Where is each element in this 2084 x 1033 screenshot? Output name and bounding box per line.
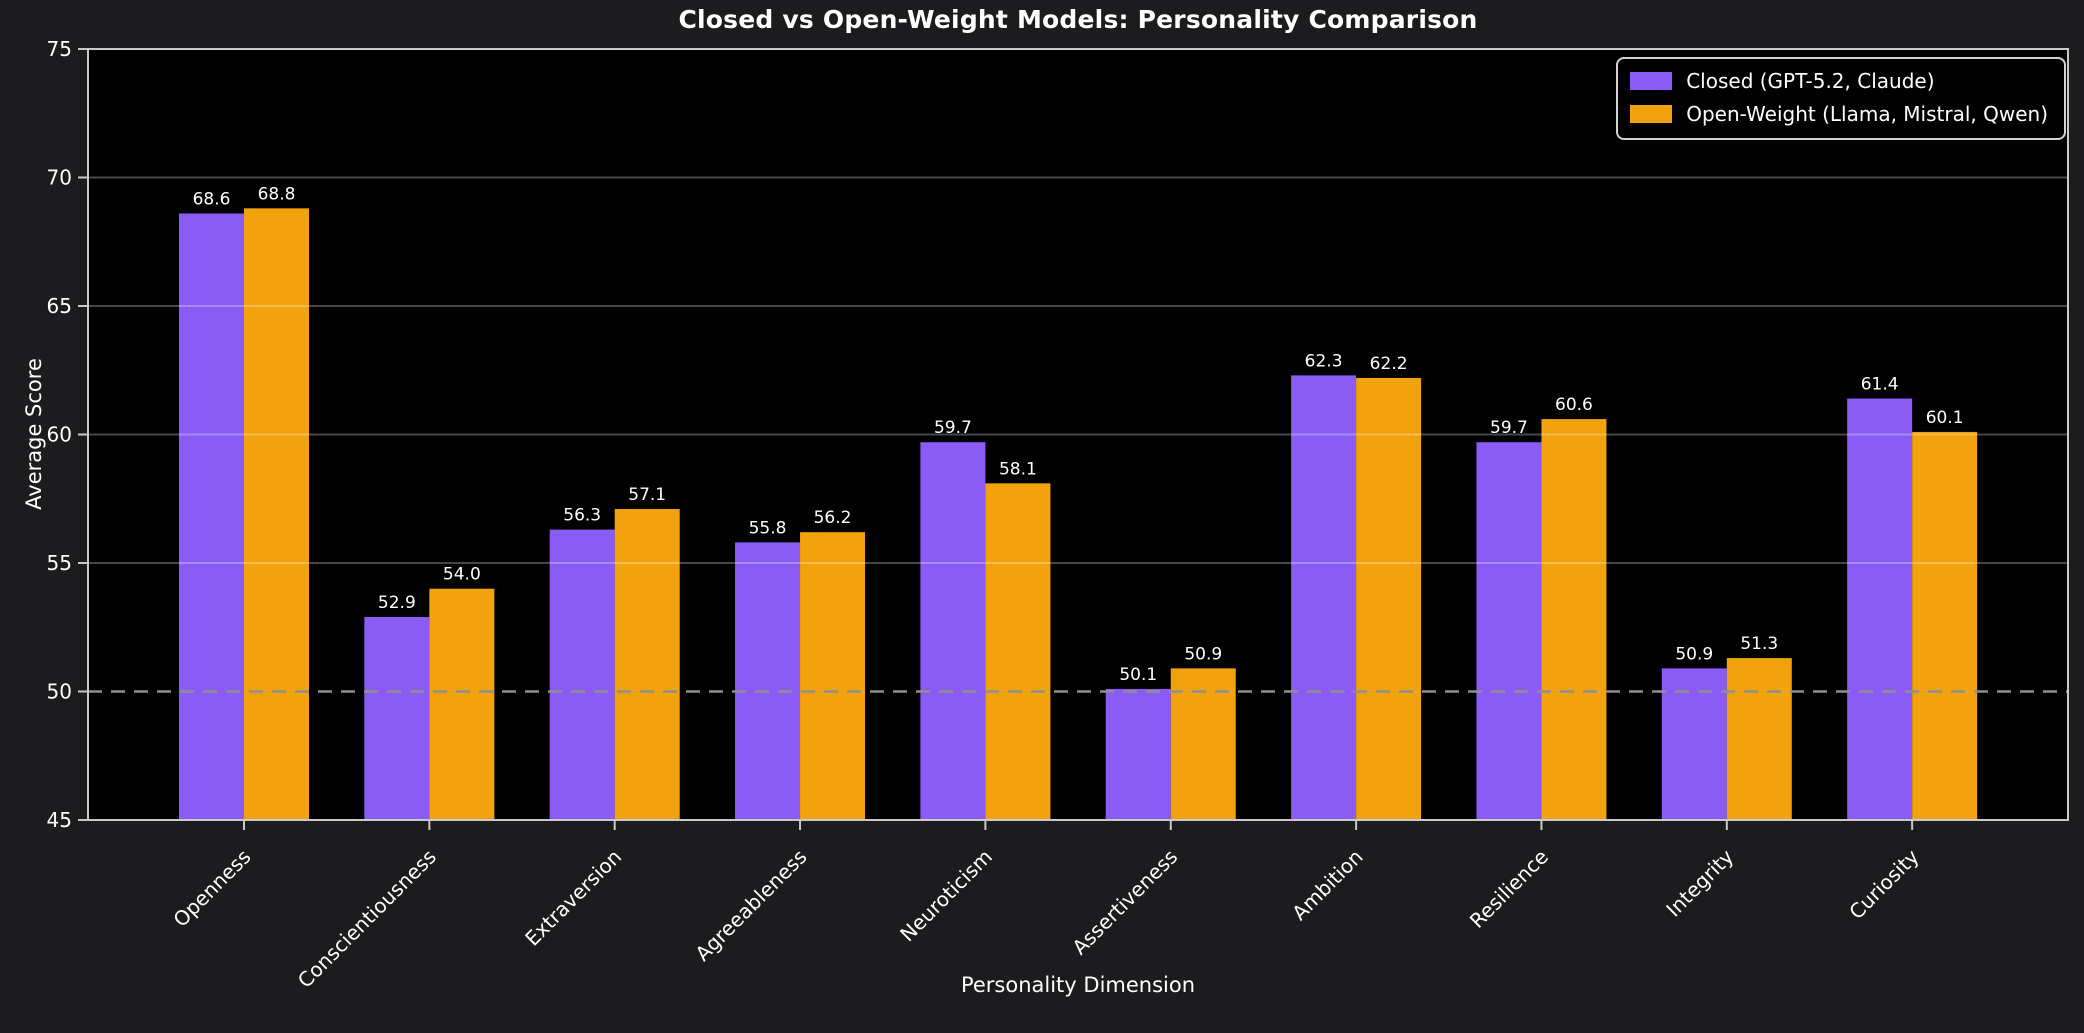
x-tick-label-assertiveness: Assertiveness [1067, 845, 1182, 960]
bar-value-label-open-weight-ambition: 62.2 [1370, 354, 1408, 374]
bar-closed-ambition [1291, 375, 1357, 820]
bar-closed-openness [179, 213, 244, 821]
x-tick-label-openness: Openness [168, 845, 255, 932]
bar-open-weight-conscientiousness [429, 588, 495, 820]
y-tick-label-55: 55 [47, 551, 72, 575]
bar-closed-agreeableness [735, 542, 801, 820]
y-axis-title: Average Score [22, 358, 46, 510]
y-tick-label-75: 75 [47, 37, 72, 61]
bar-value-label-open-weight-conscientiousness: 54.0 [443, 565, 481, 585]
bar-value-label-closed-integrity: 50.9 [1675, 644, 1713, 664]
bar-closed-extraversion [549, 529, 615, 820]
legend-entry-open-weight: Open-Weight (Llama, Mistral, Qwen) [1630, 102, 2048, 126]
bar-value-label-open-weight-integrity: 51.3 [1740, 634, 1778, 654]
bar-value-label-open-weight-neuroticism: 58.1 [999, 459, 1037, 479]
bar-open-weight-agreeableness [800, 532, 866, 820]
bar-open-weight-curiosity [1912, 431, 1978, 820]
x-tick-label-curiosity: Curiosity [1844, 844, 1924, 924]
bar-value-label-closed-curiosity: 61.4 [1861, 375, 1899, 395]
y-tick-label-70: 70 [47, 166, 72, 190]
x-axis-title: Personality Dimension [960, 973, 1196, 997]
bar-open-weight-openness [244, 208, 309, 821]
chart-title: Closed vs Open-Weight Models: Personalit… [678, 5, 1478, 34]
bar-closed-conscientiousness [364, 616, 430, 820]
x-tick-label-neuroticism: Neuroticism [895, 845, 997, 947]
x-tick-label-ambition: Ambition [1287, 845, 1367, 925]
bar-value-label-closed-ambition: 62.3 [1305, 351, 1343, 371]
bar-value-label-closed-assertiveness: 50.1 [1119, 665, 1157, 685]
bar-value-label-closed-agreeableness: 55.8 [749, 518, 787, 538]
x-tick-label-resilience: Resilience [1465, 845, 1553, 933]
bar-value-label-open-weight-extraversion: 57.1 [628, 485, 666, 505]
bar-value-label-open-weight-agreeableness: 56.2 [814, 508, 852, 528]
bar-closed-resilience [1476, 442, 1542, 820]
legend-swatch-open-weight [1630, 105, 1673, 123]
y-tick-label-65: 65 [47, 294, 72, 318]
x-tick-label-extraversion: Extraversion [520, 845, 626, 951]
bar-closed-neuroticism [920, 442, 986, 820]
legend-swatch-closed [1630, 72, 1673, 90]
bar-open-weight-resilience [1541, 419, 1607, 820]
legend: Closed (GPT-5.2, Claude) Open-Weight (Ll… [1616, 57, 2066, 140]
bar-value-label-open-weight-openness: 68.8 [258, 184, 296, 204]
bar-closed-curiosity [1847, 398, 1913, 820]
x-tick-label-agreeableness: Agreeableness [690, 845, 811, 966]
legend-label-closed: Closed (GPT-5.2, Claude) [1686, 69, 1935, 93]
y-tick-label-50: 50 [47, 680, 72, 704]
bar-open-weight-integrity [1726, 658, 1792, 820]
bar-value-label-closed-resilience: 59.7 [1490, 418, 1528, 438]
legend-label-open-weight: Open-Weight (Llama, Mistral, Qwen) [1686, 102, 2048, 126]
bar-open-weight-neuroticism [985, 483, 1051, 820]
bar-value-label-open-weight-resilience: 60.6 [1555, 395, 1593, 415]
bar-value-label-closed-neuroticism: 59.7 [934, 418, 972, 438]
bar-value-label-closed-openness: 68.6 [193, 189, 231, 209]
bar-closed-assertiveness [1105, 688, 1171, 820]
bar-open-weight-extraversion [614, 509, 680, 820]
bar-value-label-closed-extraversion: 56.3 [563, 506, 601, 526]
x-tick-label-conscientiousness: Conscientiousness [293, 845, 441, 993]
x-tick-label-integrity: Integrity [1661, 844, 1738, 921]
y-tick-label-45: 45 [47, 808, 72, 832]
bar-open-weight-assertiveness [1170, 668, 1236, 820]
y-tick-label-60: 60 [47, 423, 72, 447]
legend-entry-closed: Closed (GPT-5.2, Claude) [1630, 69, 2048, 93]
bar-closed-integrity [1661, 668, 1727, 820]
bar-value-label-open-weight-curiosity: 60.1 [1926, 408, 1964, 428]
bar-open-weight-ambition [1356, 377, 1422, 820]
bar-value-label-closed-conscientiousness: 52.9 [378, 593, 416, 613]
bar-value-label-open-weight-assertiveness: 50.9 [1184, 644, 1222, 664]
